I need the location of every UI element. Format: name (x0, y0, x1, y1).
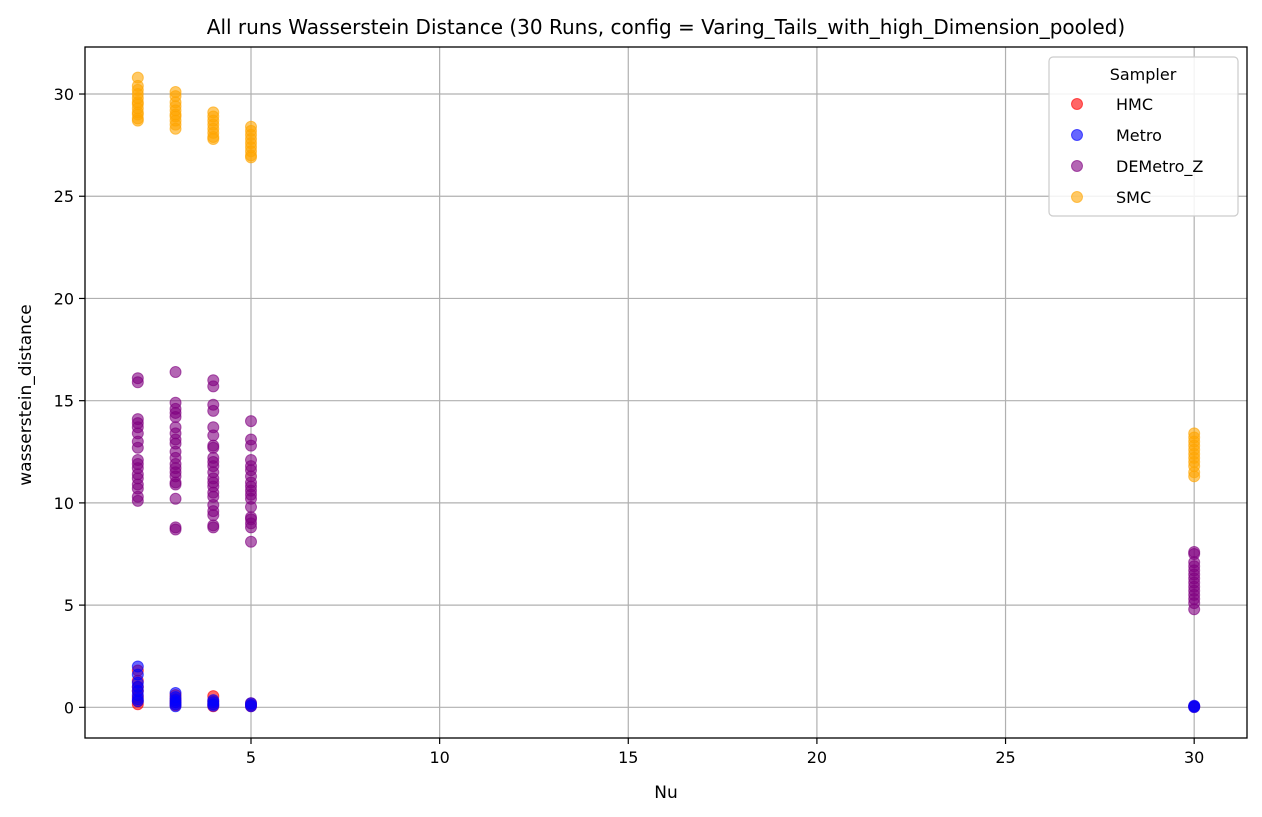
legend-entry: SMC (1071, 188, 1151, 207)
data-point (245, 521, 257, 534)
legend-marker (1071, 160, 1083, 172)
y-tick-label: 10 (54, 494, 74, 513)
data-point (131, 114, 144, 127)
data-point (207, 380, 220, 393)
axis-ticks: 5 10 15 20 25 30 0 5 10 15 20 25 30 (54, 85, 1205, 767)
data-point (245, 535, 257, 548)
data-point (245, 415, 257, 428)
chart-title: All runs Wasserstein Distance (30 Runs, … (207, 15, 1125, 39)
x-tick-label: 30 (1184, 748, 1204, 767)
data-point (207, 429, 220, 442)
legend-entry: HMC (1071, 95, 1153, 114)
data-point (169, 523, 182, 536)
data-point (245, 439, 257, 452)
x-tick-label: 5 (246, 748, 256, 767)
data-point (245, 500, 257, 513)
legend: Sampler HMC Metro DEMetro_Z SMC (1048, 56, 1239, 217)
legend-label: SMC (1116, 188, 1151, 207)
data-point (245, 151, 257, 164)
data-point (131, 441, 144, 454)
data-point (169, 478, 182, 491)
y-tick-label: 5 (64, 596, 74, 615)
x-tick-label: 10 (429, 748, 449, 767)
legend-title: Sampler (1110, 65, 1177, 84)
legend-box (1048, 56, 1239, 217)
y-tick-label: 30 (54, 85, 74, 104)
data-point (207, 509, 220, 522)
y-tick-label: 0 (64, 698, 74, 717)
data-point (169, 366, 182, 379)
data-point (207, 521, 220, 534)
x-axis-label: Nu (654, 783, 678, 803)
legend-marker (1071, 98, 1083, 110)
data-point (169, 411, 182, 424)
legend-label: HMC (1116, 95, 1153, 114)
y-tick-label: 25 (54, 187, 74, 206)
series-metro (131, 660, 1201, 714)
data-point (169, 492, 182, 505)
data-point (207, 132, 220, 145)
data-point (131, 695, 144, 708)
y-axis-label: wasserstein_distance (16, 304, 36, 486)
legend-entries: HMC Metro DEMetro_Z SMC (1071, 95, 1203, 207)
data-point (207, 699, 220, 712)
data-point (131, 376, 144, 389)
legend-marker (1071, 129, 1083, 141)
data-point (245, 700, 257, 713)
data-point (1188, 603, 1201, 616)
data-point (1188, 470, 1201, 483)
series-smc (131, 71, 1201, 483)
legend-entry: DEMetro_Z (1071, 157, 1203, 177)
y-tick-label: 20 (54, 289, 74, 308)
data-point (1188, 701, 1201, 714)
data-point (169, 700, 182, 713)
data-points (131, 71, 1201, 714)
data-point (169, 122, 182, 135)
data-point (207, 441, 220, 454)
series-demetro-z (131, 366, 1201, 616)
data-point (131, 494, 144, 507)
y-tick-label: 15 (54, 392, 74, 411)
x-tick-label: 20 (807, 748, 827, 767)
x-tick-label: 15 (618, 748, 638, 767)
legend-marker (1071, 191, 1083, 203)
legend-label: Metro (1116, 126, 1162, 145)
data-point (207, 404, 220, 417)
legend-label: DEMetro_Z (1116, 157, 1203, 177)
series-hmc (131, 664, 1201, 713)
x-tick-label: 25 (995, 748, 1015, 767)
plot-area-frame (84, 46, 1248, 739)
legend-entry: Metro (1071, 126, 1162, 145)
